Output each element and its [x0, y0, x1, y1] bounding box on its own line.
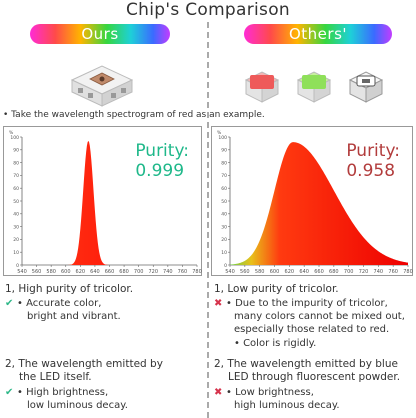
y-tick-label: 50: [221, 199, 227, 205]
others-purity-value: 0.958: [346, 161, 396, 181]
others-point1-line1: ✖ • Due to the impurity of tricolor,: [214, 298, 388, 310]
x-tick-label: 680: [329, 269, 339, 275]
ours-point2-line2: low luminous decay.: [27, 400, 128, 411]
others-badge: Others': [244, 24, 392, 44]
led-chip-icon: [70, 65, 134, 107]
x-tick-label: 580: [46, 269, 56, 275]
ours-point1-line1: ✔ • Accurate color,: [5, 298, 101, 310]
ours-purity-label: Purity:: [135, 141, 189, 161]
green-chip: [296, 71, 332, 103]
y-tick-label: 100: [10, 135, 19, 141]
x-tick-label: 740: [374, 269, 384, 275]
ours-point1-title: 1, High purity of tricolor.: [5, 283, 134, 295]
x-tick-label: 620: [285, 269, 295, 275]
check-icon: ✔: [5, 387, 14, 398]
ours-badge: Ours: [30, 24, 170, 44]
others-point1-line2: many colors cannot be mixed out,: [234, 311, 405, 322]
x-tick-label: 780: [403, 269, 413, 275]
ours-purity: Purity: 0.999: [135, 141, 189, 181]
y-tick-label: 100: [218, 135, 227, 141]
others-point2-item: • Low brightness,: [226, 387, 314, 398]
y-tick-label: 20: [221, 237, 227, 243]
y-tick-label: 10: [221, 250, 227, 256]
check-icon: ✔: [5, 298, 14, 309]
ours-point1-line2: bright and vibrant.: [27, 311, 121, 322]
others-point2-title-1: 2, The wavelength emitted by blue: [214, 358, 398, 370]
x-tick-label: 540: [17, 269, 27, 275]
y-tick-label: 60: [13, 186, 19, 192]
y-tick-label: 10: [13, 250, 19, 256]
center-divider: [207, 22, 209, 418]
others-spectrum-chart: 100 90 80 70 60 50 40 30 20 10 0% 540 560 580 600 620 64…: [211, 126, 413, 276]
x-tick-label: 640: [299, 269, 309, 275]
y-tick-label: 90: [13, 148, 19, 154]
x-tick-label: 600: [61, 269, 71, 275]
y-tick-label: 50: [13, 199, 19, 205]
x-tick-label: 720: [359, 269, 369, 275]
y-tick-label: 20: [13, 237, 19, 243]
y-tick-label: 0: [224, 263, 227, 269]
x-tick-label: 780: [192, 269, 202, 275]
phosphor-chips-icon: [244, 71, 384, 103]
y-tick-label: 40: [221, 212, 227, 218]
x-tick-label: 660: [105, 269, 115, 275]
red-chip: [244, 71, 280, 103]
white-chip: [348, 71, 384, 103]
cross-icon: ✖: [214, 387, 223, 398]
x-tick-label: 560: [32, 269, 42, 275]
x-tick-label: 700: [134, 269, 144, 275]
others-purity: Purity: 0.958: [346, 141, 400, 181]
y-unit-label: %: [9, 130, 14, 136]
x-tick-label: 740: [163, 269, 173, 275]
others-point1-line4: • Color is rigidly.: [234, 338, 317, 349]
others-point1-title: 1, Low purity of tricolor.: [214, 283, 339, 295]
others-point1-item: • Due to the impurity of tricolor,: [226, 298, 388, 309]
x-tick-label: 760: [178, 269, 188, 275]
y-tick-label: 40: [13, 212, 19, 218]
ours-point2-item: • High brightness,: [17, 387, 109, 398]
y-tick-label: 60: [221, 186, 227, 192]
spectrum-area: [230, 142, 408, 265]
x-tick-label: 660: [314, 269, 324, 275]
others-point2-line2: high luminous decay.: [234, 400, 340, 411]
x-tick-label: 540: [225, 269, 235, 275]
page-title: Chip's Comparison: [126, 0, 290, 20]
x-tick-label: 680: [119, 269, 129, 275]
x-tick-label: 720: [148, 269, 158, 275]
y-tick-label: 90: [221, 148, 227, 154]
y-tick-label: 70: [13, 173, 19, 179]
others-point2-title-2: LED through fluorescent powder.: [228, 371, 401, 383]
cross-icon: ✖: [214, 298, 223, 309]
ours-point2-title-1: 2, The wavelength emitted by: [5, 358, 163, 370]
y-tick-label: 30: [13, 224, 19, 230]
ours-point1-item: • Accurate color,: [17, 298, 102, 309]
y-tick-label: 30: [221, 224, 227, 230]
ours-point2-title-2: the LED itself.: [19, 371, 92, 383]
y-tick-label: 80: [221, 160, 227, 166]
ours-purity-value: 0.999: [135, 161, 185, 181]
ours-point2-line1: ✔ • High brightness,: [5, 387, 108, 399]
y-tick-label: 80: [13, 160, 19, 166]
x-tick-label: 580: [255, 269, 265, 275]
y-unit-label: %: [217, 130, 222, 136]
x-tick-label: 700: [344, 269, 354, 275]
ours-chip-image: [66, 60, 136, 114]
x-tick-label: 640: [90, 269, 100, 275]
x-tick-label: 760: [388, 269, 398, 275]
x-tick-label: 600: [270, 269, 280, 275]
x-tick-label: 620: [76, 269, 86, 275]
others-point1-line3: especially those related to red.: [234, 324, 390, 335]
y-tick-label: 0: [16, 263, 19, 269]
x-tick-label: 560: [240, 269, 250, 275]
others-point2-line1: ✖ • Low brightness,: [214, 387, 314, 399]
others-chips-image: [244, 66, 394, 114]
ours-spectrum-chart: 100 90 80 70 60 50 40 30 20 10 0% 540 560 580 600 620 64…: [3, 126, 202, 276]
others-purity-label: Purity:: [346, 141, 400, 161]
y-tick-label: 70: [221, 173, 227, 179]
note-text: • Take the wavelength spectrogram of red…: [3, 110, 265, 120]
